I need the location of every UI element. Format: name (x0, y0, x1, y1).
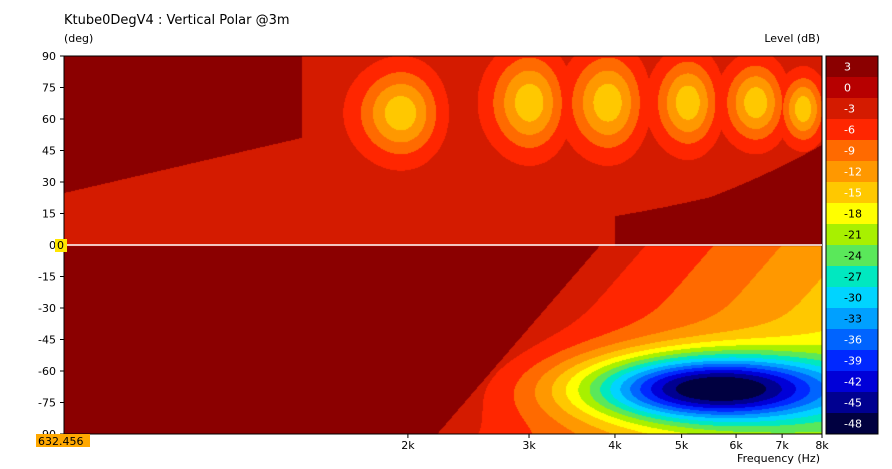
colorbar-label-value: -42 (844, 376, 862, 389)
colorbar-border (825, 55, 879, 435)
colorbar-swatch (826, 224, 834, 245)
colorbar-swatch (826, 56, 834, 77)
plot-area[interactable] (63, 55, 823, 435)
colorbar-cell (834, 266, 878, 287)
cursor-x-badge (36, 434, 90, 447)
y-tick-label: 90 (42, 50, 56, 63)
colorbar-cell (834, 350, 878, 371)
x-axis-label: Frequency (Hz) (737, 452, 820, 465)
colorbar-cell (834, 371, 878, 392)
colorbar-cell (834, 140, 878, 161)
colorbar-label-value: -30 (844, 292, 862, 305)
colorbar-swatch (826, 203, 834, 224)
y-tick-label: 30 (42, 176, 56, 189)
x-tick-label: 8k (815, 439, 829, 452)
colorbar-cell (834, 77, 878, 98)
colorbar-label-value: 3 (844, 61, 851, 74)
colorbar-swatch (826, 329, 834, 350)
colorbar-label-value: -48 (844, 418, 862, 431)
colorbar-swatch (826, 245, 834, 266)
y-tick-label: -30 (38, 302, 56, 315)
y-tick-label: -45 (38, 334, 56, 347)
colorbar-label-value: -45 (844, 397, 862, 410)
colorbar-label-value: -3 (844, 103, 855, 116)
x-tick-label: 4k (608, 439, 622, 452)
y-tick-label: -15 (38, 271, 56, 284)
colorbar-label-value: -24 (844, 250, 862, 263)
colorbar-cell (834, 56, 878, 77)
colorbar-label-value: -33 (844, 313, 862, 326)
colorbar-label: Level (dB) (764, 32, 820, 45)
colorbar-label-value: -36 (844, 334, 862, 347)
x-tick-label: 2k (401, 439, 415, 452)
colorbar-cell (834, 287, 878, 308)
y-tick-label: 60 (42, 113, 56, 126)
colorbar-label-value: -12 (844, 166, 862, 179)
colorbar-cell (834, 203, 878, 224)
colorbar-swatch (826, 77, 834, 98)
colorbar-label-value: -9 (844, 145, 855, 158)
y-tick-label: 75 (42, 82, 56, 95)
colorbar-label-value: 0 (844, 82, 851, 95)
colorbar-swatch (826, 392, 834, 413)
colorbar-cell (834, 245, 878, 266)
cursor-readout: 0 632.456 (36, 239, 90, 448)
colorbar-cell (834, 161, 878, 182)
y-tick-label: 45 (42, 145, 56, 158)
x-tick-label: 6k (729, 439, 743, 452)
colorbar-swatch (826, 182, 834, 203)
y-tick-label: 15 (42, 208, 56, 221)
colorbar-swatch (826, 98, 834, 119)
x-tick-label: 3k (522, 439, 536, 452)
y-tick-label: -60 (38, 365, 56, 378)
colorbar-label-value: -39 (844, 355, 862, 368)
colorbar-swatch (826, 140, 834, 161)
y-axis-label: (deg) (64, 32, 93, 45)
colorbar-cell (834, 98, 878, 119)
colorbar-label-value: -21 (844, 229, 862, 242)
colorbar-label-value: -15 (844, 187, 862, 200)
colorbar-swatch (826, 287, 834, 308)
colorbar-cell (834, 182, 878, 203)
colorbar-label-value: -6 (844, 124, 855, 137)
cursor-y-badge (55, 239, 67, 252)
colorbar-swatch (826, 350, 834, 371)
y-tick-label: 0 (49, 239, 56, 252)
x-tick-label: 5k (675, 439, 689, 452)
x-tick-label: 7k (775, 439, 789, 452)
colorbar-swatch (826, 308, 834, 329)
colorbar-cell (834, 329, 878, 350)
colorbar-cell (834, 308, 878, 329)
colorbar: 3 0 -3 -6 -9 -12 -15 -18 -21 -24 -27 -30 -33 -36 -39 -4… (825, 55, 879, 435)
colorbar-cell (834, 413, 878, 434)
colorbar-label-value: -18 (844, 208, 862, 221)
colorbar-swatch (826, 371, 834, 392)
colorbar-cell (834, 119, 878, 140)
colorbar-swatch (826, 161, 834, 182)
colorbar-label-value: -27 (844, 271, 862, 284)
cursor-y-value: 0 (57, 239, 64, 252)
y-tick-label: -75 (38, 397, 56, 410)
colorbar-cell (834, 392, 878, 413)
colorbar-swatch (826, 266, 834, 287)
colorbar-swatch (826, 413, 834, 434)
chart-title: Ktube0DegV4 : Vertical Polar @3m (64, 13, 290, 28)
cursor-x-value: 632.456 (38, 435, 84, 448)
colorbar-cell (834, 224, 878, 245)
colorbar-swatch (826, 119, 834, 140)
x-ticks: 2k 3k 4k 5k 6k 7k 8k (401, 434, 829, 452)
